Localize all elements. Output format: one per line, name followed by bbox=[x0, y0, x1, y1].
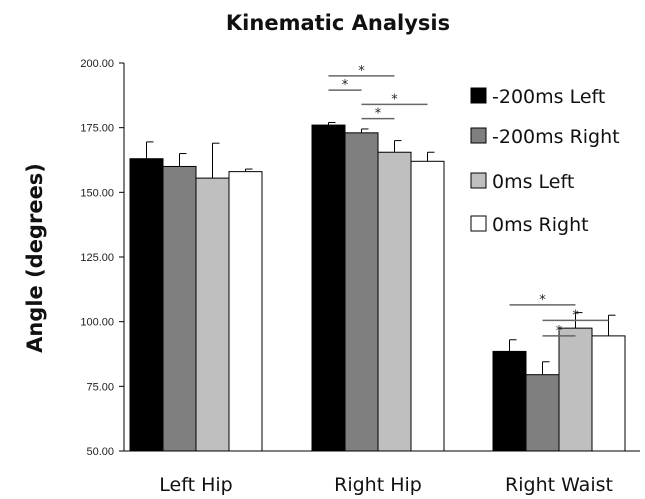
significance-star: * bbox=[391, 92, 398, 107]
legend-label: -200ms Left bbox=[492, 86, 605, 108]
y-axis: 50.00 75.00 100.00 125.00 150.00 175.00 200.00 bbox=[80, 58, 124, 458]
legend-label: -200ms Right bbox=[492, 126, 620, 148]
x-tick-label: Right Hip bbox=[334, 474, 422, 496]
bars-layer bbox=[129, 124, 626, 452]
legend: -200ms Left -200ms Right 0ms Left 0ms Right bbox=[470, 86, 620, 236]
y-tick-label: 75.00 bbox=[86, 381, 114, 393]
x-tick-label: Left Hip bbox=[159, 474, 232, 496]
y-tick-label: 50.00 bbox=[86, 446, 114, 458]
bar bbox=[311, 124, 346, 452]
legend-swatch bbox=[470, 215, 487, 232]
y-tick-label: 100.00 bbox=[80, 317, 114, 329]
bar bbox=[492, 350, 527, 452]
significance-layer: * * * * * * * bbox=[328, 64, 609, 339]
chart-title: Kinematic Analysis bbox=[226, 11, 450, 35]
bar bbox=[344, 132, 379, 452]
legend-swatch bbox=[470, 127, 487, 144]
significance-star: * bbox=[556, 324, 563, 339]
error-bars-layer bbox=[146, 121, 616, 375]
significance-star: * bbox=[572, 308, 579, 323]
legend-label: 0ms Left bbox=[492, 171, 574, 193]
significance-star: * bbox=[358, 64, 365, 79]
bar bbox=[195, 177, 230, 452]
bar bbox=[410, 160, 445, 452]
x-axis: Left Hip Right Hip Right Waist bbox=[159, 474, 613, 496]
bar bbox=[558, 327, 593, 452]
bar bbox=[377, 151, 412, 452]
y-axis-label: Angle (degrees) bbox=[23, 163, 47, 353]
bar bbox=[162, 165, 197, 452]
y-tick-label: 150.00 bbox=[80, 187, 114, 199]
bar bbox=[525, 374, 560, 452]
y-tick-label: 200.00 bbox=[80, 58, 114, 70]
bar bbox=[129, 158, 164, 452]
significance-star: * bbox=[342, 78, 349, 93]
legend-swatch bbox=[470, 87, 487, 104]
bar bbox=[228, 171, 263, 452]
x-tick-label: Right Waist bbox=[505, 474, 613, 496]
significance-star: * bbox=[539, 293, 546, 308]
legend-label: 0ms Right bbox=[492, 214, 589, 236]
legend-swatch bbox=[470, 172, 487, 189]
significance-star: * bbox=[375, 107, 382, 122]
bar bbox=[591, 335, 626, 452]
y-tick-label: 125.00 bbox=[80, 252, 114, 264]
y-tick-label: 175.00 bbox=[80, 123, 114, 135]
